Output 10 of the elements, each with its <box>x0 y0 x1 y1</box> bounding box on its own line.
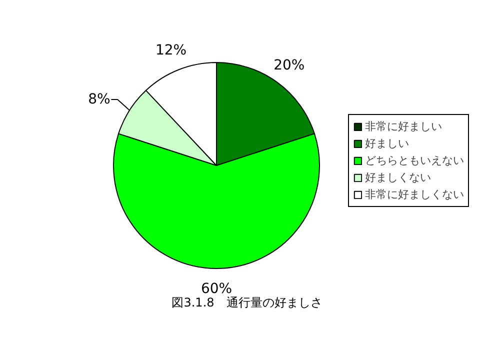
data-label: 20% <box>274 58 305 74</box>
legend-label: 好ましくない <box>365 170 431 185</box>
legend-label: どちらともいえない <box>365 153 464 168</box>
legend-label: 非常に好ましくない <box>365 187 464 202</box>
text: 図3.1.8 通行量の好ましさ <box>172 296 322 310</box>
legend-label: 好ましい <box>365 136 409 151</box>
data-label: 8% <box>88 92 110 108</box>
legend-label: 非常に好ましい <box>365 119 442 134</box>
data-label: 12% <box>155 42 187 59</box>
data-label: 60% <box>200 281 232 298</box>
